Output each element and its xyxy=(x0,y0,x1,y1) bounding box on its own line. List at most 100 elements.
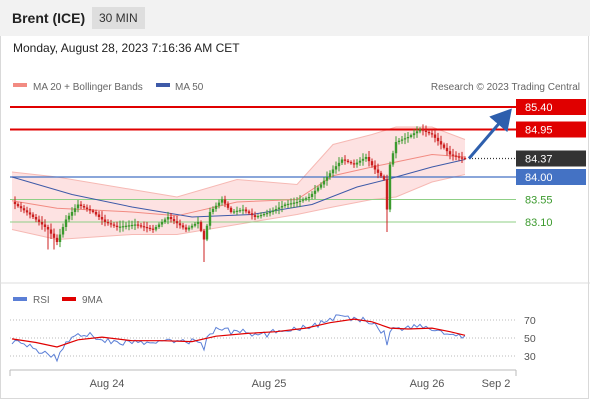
candle-body xyxy=(415,131,419,134)
candle-body xyxy=(352,163,356,165)
level-label-84.37: 84.37 xyxy=(525,154,553,166)
candle-body xyxy=(331,169,335,174)
candle-body xyxy=(397,140,401,142)
bollinger-upper xyxy=(11,126,466,198)
candle-body xyxy=(178,223,182,226)
candle-body xyxy=(358,160,362,163)
candle-body xyxy=(367,157,371,162)
candle-body xyxy=(106,222,110,224)
candle-body xyxy=(85,207,89,209)
level-label-83.10: 83.10 xyxy=(525,217,553,229)
candle-body xyxy=(439,141,443,145)
candle-body xyxy=(175,221,179,224)
candle-body xyxy=(115,225,119,227)
legend-label-ma50: MA 50 xyxy=(175,82,204,93)
level-box-84.00 xyxy=(516,169,586,185)
candle-body xyxy=(112,224,116,226)
watermark: Research © 2023 Trading Central xyxy=(431,82,580,93)
candle-body xyxy=(94,212,98,215)
legend-swatch-ma50 xyxy=(156,83,170,87)
legend-swatch-rsi xyxy=(13,297,27,301)
candle-body xyxy=(127,225,131,227)
candle-body xyxy=(31,214,35,217)
candle-body xyxy=(337,162,341,167)
candle-body xyxy=(55,237,59,242)
candle-body xyxy=(451,154,455,156)
candle-body xyxy=(79,204,83,206)
candle-body xyxy=(319,184,323,188)
level-box-85.40 xyxy=(516,99,586,115)
candle-body xyxy=(271,210,275,212)
candle-body xyxy=(334,166,338,170)
candle-body xyxy=(391,153,395,165)
candle-body xyxy=(328,173,332,177)
candle-body xyxy=(199,222,203,231)
candle-body xyxy=(208,212,212,226)
legend-label-rsi: RSI xyxy=(33,295,50,306)
candle-body xyxy=(133,224,137,226)
candle-body xyxy=(298,200,302,202)
candle-body xyxy=(379,172,383,177)
candle-body xyxy=(295,202,299,204)
candle-body xyxy=(217,202,221,206)
candle-body xyxy=(433,134,437,138)
candle-body xyxy=(421,129,425,131)
rsi-tick-50: 50 xyxy=(524,333,536,345)
candle-body xyxy=(16,204,20,207)
candle-body xyxy=(403,138,407,140)
candle-body xyxy=(70,212,74,216)
x-tick-aug24: Aug 24 xyxy=(90,378,125,390)
candle-body xyxy=(118,226,122,228)
candle-body xyxy=(58,234,62,242)
candle-body xyxy=(385,179,389,210)
candle-body xyxy=(370,161,374,166)
interval-button[interactable]: 30 MIN xyxy=(92,7,145,29)
candle-body xyxy=(187,227,191,230)
candle-body xyxy=(37,219,41,222)
candle-body xyxy=(259,215,263,217)
rsi-tick-30: 30 xyxy=(524,351,536,363)
candle-body xyxy=(400,139,404,141)
instrument-title: Brent (ICE) xyxy=(12,10,86,26)
candle-body xyxy=(424,130,428,132)
candle-body xyxy=(211,208,215,212)
candle-body xyxy=(241,209,245,211)
level-label-84.95: 84.95 xyxy=(525,125,553,137)
legend-label-ma20: MA 20 + Bollinger Bands xyxy=(33,82,143,93)
candle-body xyxy=(445,147,449,152)
candle-body xyxy=(196,222,200,224)
candle-body xyxy=(310,193,314,197)
candle-body xyxy=(289,203,293,205)
candle-body xyxy=(406,137,410,139)
candle-body xyxy=(64,219,68,227)
candle-body xyxy=(121,226,125,228)
candle-body xyxy=(274,209,278,211)
candle-body xyxy=(436,137,440,142)
candle-body xyxy=(313,190,317,194)
candle-body xyxy=(268,212,272,214)
candle-body xyxy=(19,206,23,209)
candle-body xyxy=(76,204,80,209)
candle-body xyxy=(343,159,347,161)
candle-body xyxy=(97,214,101,217)
candle-body xyxy=(238,210,242,212)
candle-body xyxy=(61,227,65,235)
candle-body xyxy=(322,180,326,185)
candle-body xyxy=(193,223,197,226)
candle-body xyxy=(340,159,344,163)
candle-body xyxy=(388,164,392,210)
candle-body xyxy=(454,155,458,157)
candle-body xyxy=(214,205,218,209)
candle-body xyxy=(166,217,170,220)
candle-body xyxy=(361,158,365,161)
candle-body xyxy=(286,203,290,206)
rsi-pane: 70 50 30 xyxy=(10,314,536,363)
candle-body xyxy=(154,227,158,230)
candle-body xyxy=(145,227,149,229)
candle-body xyxy=(256,216,260,218)
candle-body xyxy=(130,224,134,227)
candle-body xyxy=(49,229,53,234)
candle-body xyxy=(22,208,26,211)
candle-body xyxy=(190,225,194,228)
candle-body xyxy=(427,132,431,134)
